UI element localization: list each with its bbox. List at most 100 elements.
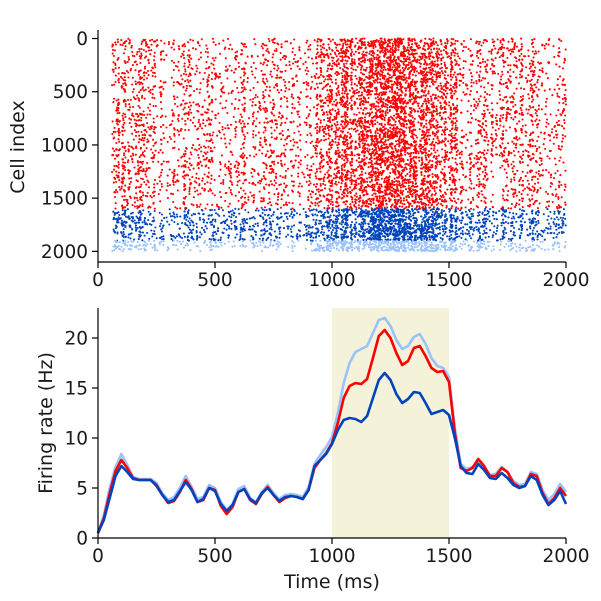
spike <box>356 147 359 150</box>
spike <box>456 39 459 43</box>
spike <box>374 123 377 126</box>
spike <box>210 156 213 159</box>
spike <box>170 59 174 62</box>
spike <box>195 64 198 67</box>
spike <box>337 84 340 87</box>
spike <box>250 70 254 73</box>
spike <box>138 134 141 137</box>
spike <box>396 65 399 68</box>
spike <box>145 50 148 53</box>
spike <box>446 188 449 191</box>
spike <box>203 71 206 75</box>
spike <box>248 181 251 184</box>
spike <box>414 156 417 159</box>
spike <box>194 73 197 76</box>
spike <box>198 147 201 150</box>
spike <box>346 143 349 146</box>
spike <box>197 118 201 121</box>
spike <box>140 169 143 172</box>
spike <box>213 67 216 70</box>
spike <box>260 178 263 181</box>
spike <box>234 97 237 101</box>
spike <box>382 65 385 68</box>
spike <box>267 202 270 205</box>
spike <box>466 138 469 141</box>
spike <box>360 165 363 168</box>
spike <box>160 171 163 174</box>
spike <box>317 141 320 144</box>
spike <box>423 44 426 47</box>
spike <box>486 143 490 146</box>
spike <box>171 171 174 174</box>
spike <box>557 184 561 187</box>
spike <box>422 177 425 180</box>
spike <box>123 152 126 155</box>
spike <box>438 53 441 56</box>
spike <box>488 50 491 53</box>
spike <box>425 139 428 142</box>
spike <box>365 54 368 57</box>
spike <box>543 47 546 50</box>
spike <box>186 117 189 120</box>
spike <box>197 58 200 61</box>
spike <box>205 119 209 122</box>
spike <box>387 197 390 200</box>
spike <box>557 197 560 200</box>
spike <box>395 166 398 169</box>
spike <box>435 186 438 189</box>
spike <box>356 65 359 68</box>
spike <box>199 51 202 54</box>
spike <box>135 125 138 128</box>
spike <box>211 85 214 88</box>
spike <box>159 116 162 119</box>
spike <box>193 186 196 189</box>
spike <box>439 101 442 104</box>
spike <box>371 148 374 151</box>
spike <box>184 80 187 83</box>
spike <box>419 62 423 65</box>
spike <box>380 177 383 180</box>
spike <box>390 142 393 145</box>
spike <box>257 181 260 184</box>
spike <box>444 47 448 50</box>
spike <box>432 138 435 141</box>
spike <box>515 87 518 90</box>
spike <box>459 141 462 144</box>
spike <box>207 171 210 174</box>
spike <box>319 44 322 47</box>
spike <box>238 120 241 123</box>
spike <box>189 108 192 111</box>
spike <box>286 100 289 103</box>
spike <box>561 109 564 113</box>
spike <box>184 188 187 191</box>
spike <box>396 78 399 81</box>
spike <box>550 182 553 185</box>
spike <box>483 109 486 112</box>
spike <box>455 86 458 89</box>
spike <box>432 206 436 209</box>
spike <box>430 142 433 145</box>
spike <box>537 104 540 107</box>
spike <box>307 115 310 118</box>
spike <box>534 175 537 178</box>
spike <box>387 123 390 126</box>
spike <box>532 45 535 49</box>
spike <box>220 89 223 93</box>
spike <box>407 184 410 187</box>
spike <box>327 204 330 207</box>
spike <box>357 154 361 157</box>
spike <box>370 156 373 159</box>
spike <box>398 137 401 140</box>
spike <box>144 170 147 173</box>
spike <box>129 155 132 158</box>
spike <box>494 129 497 132</box>
spike <box>141 191 144 194</box>
spike <box>370 154 373 157</box>
spike <box>431 105 434 108</box>
spike <box>557 204 560 207</box>
spike <box>360 107 363 110</box>
spike <box>561 111 564 114</box>
spike <box>173 140 176 143</box>
spike <box>470 187 473 190</box>
spike <box>549 139 552 142</box>
